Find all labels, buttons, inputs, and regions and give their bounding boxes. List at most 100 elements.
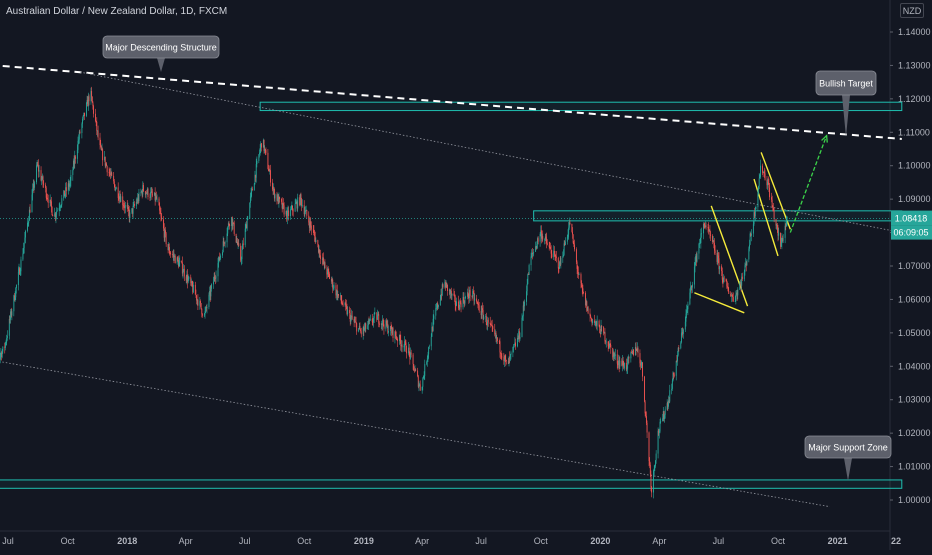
candle <box>673 372 675 380</box>
candle <box>238 239 240 247</box>
candle <box>70 169 72 187</box>
candle-body <box>575 249 577 263</box>
candle-body <box>436 303 438 308</box>
callout-text: Major Support Zone <box>808 443 888 453</box>
candle <box>540 225 542 244</box>
candle-body <box>435 308 437 316</box>
candle-body <box>238 243 240 246</box>
candle-body <box>767 182 769 183</box>
candle <box>680 341 682 350</box>
candle <box>618 354 620 369</box>
candle <box>531 248 533 260</box>
candle <box>287 205 289 216</box>
candle-body <box>523 305 525 307</box>
candle-body <box>726 281 728 287</box>
candle-body <box>141 191 142 193</box>
candle <box>478 299 480 311</box>
candle-body <box>95 121 97 122</box>
candle-body <box>713 241 715 244</box>
candle-body <box>56 210 58 212</box>
candle <box>456 297 457 307</box>
candle <box>465 295 467 299</box>
candle <box>388 325 389 337</box>
candle <box>110 168 112 179</box>
candle <box>100 139 102 148</box>
candle-body <box>183 268 185 277</box>
candle <box>472 286 474 294</box>
candle <box>74 150 76 169</box>
candle <box>440 288 442 301</box>
candle <box>60 204 62 209</box>
candle <box>467 288 468 300</box>
candle <box>444 279 446 289</box>
candle <box>374 307 376 315</box>
candle-body <box>299 197 301 205</box>
candle-body <box>265 150 267 153</box>
candle <box>137 193 139 205</box>
candle-body <box>123 205 125 207</box>
candle <box>163 223 165 242</box>
candle <box>272 186 274 196</box>
candle-body <box>477 302 479 304</box>
candle-body <box>714 250 716 254</box>
y-tick-label: 1.04000 <box>898 361 931 371</box>
candle <box>481 305 483 319</box>
candle-body <box>613 352 615 356</box>
candle-body <box>658 430 660 433</box>
candle-body <box>655 453 657 461</box>
candle <box>778 227 780 240</box>
candle-body <box>450 291 452 296</box>
candle-body <box>191 281 193 286</box>
candle <box>8 315 10 340</box>
candle <box>512 346 514 358</box>
candle-body <box>268 168 270 171</box>
candle <box>701 227 702 238</box>
candle-body <box>621 360 623 366</box>
candle-body <box>776 224 778 226</box>
candle <box>485 312 487 326</box>
candle-body <box>518 331 520 339</box>
candle-body <box>623 364 625 369</box>
candle <box>56 207 58 220</box>
candle <box>37 161 39 167</box>
x-tick-label: 2018 <box>117 536 137 546</box>
candle-body <box>531 253 533 257</box>
candle <box>435 302 437 311</box>
candle <box>658 429 660 436</box>
candle <box>115 186 117 190</box>
candle <box>732 292 734 303</box>
candle <box>744 262 746 276</box>
candle <box>771 192 772 203</box>
candle <box>211 283 212 292</box>
candle-body <box>603 326 605 334</box>
candle-body <box>78 139 80 141</box>
candle-body <box>433 315 435 319</box>
candle <box>708 229 710 232</box>
candle <box>47 193 48 202</box>
candle-body <box>113 175 115 182</box>
candle <box>132 202 134 219</box>
candle <box>717 250 719 266</box>
candle <box>700 228 702 249</box>
candle-body <box>646 423 648 433</box>
candle <box>705 222 707 230</box>
candle-body <box>763 171 765 173</box>
candle-body <box>690 287 691 293</box>
candle-body <box>430 336 432 347</box>
candle <box>757 189 759 211</box>
candle-body <box>639 353 641 364</box>
candle <box>472 288 474 299</box>
candle-body <box>658 431 660 433</box>
currency-badge[interactable]: NZD <box>900 3 924 18</box>
candle <box>496 337 498 344</box>
candle-body <box>209 291 211 297</box>
candle <box>351 309 352 321</box>
candle <box>681 327 683 336</box>
candle <box>49 194 51 208</box>
candle <box>285 207 287 217</box>
candle-body <box>45 184 47 189</box>
candle-body <box>295 201 297 204</box>
